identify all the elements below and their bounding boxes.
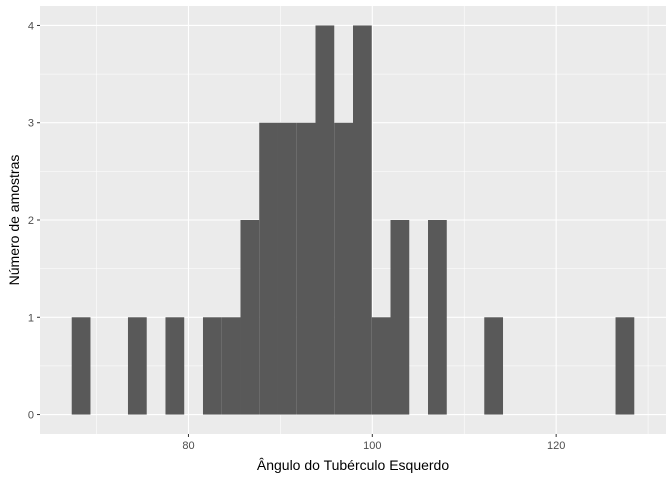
histogram-bar: [277, 122, 297, 415]
x-tick-label: 120: [547, 440, 565, 452]
y-tick-label: 0: [28, 410, 34, 422]
histogram-bar: [315, 25, 335, 415]
x-tick-label: 100: [363, 440, 381, 452]
histogram-bar: [428, 220, 447, 415]
histogram-bar: [127, 317, 147, 415]
x-axis-title: Ângulo do Tubérculo Esquerdo: [257, 457, 449, 473]
histogram-bar: [334, 122, 353, 415]
histogram-bar: [165, 317, 185, 415]
y-tick-label: 1: [28, 312, 34, 324]
y-tick-label: 4: [28, 20, 34, 32]
y-tick-label: 3: [28, 118, 34, 130]
y-tick-label: 2: [28, 215, 34, 227]
histogram-bar: [221, 317, 241, 415]
histogram-bar: [484, 317, 504, 415]
histogram-bar: [390, 220, 410, 415]
histogram-bar: [371, 317, 391, 415]
x-tick-label: 80: [182, 440, 194, 452]
histogram-bars: [71, 25, 635, 415]
histogram-bar: [71, 317, 91, 415]
y-axis: 0 1 2 3 4: [28, 20, 40, 422]
y-axis-title: Número de amostras: [6, 155, 22, 286]
histogram-bar: [240, 220, 260, 415]
histogram-bar: [615, 317, 635, 415]
histogram-bar: [259, 122, 278, 415]
histogram-bar: [202, 317, 222, 415]
histogram-bar: [296, 122, 316, 415]
histogram-bar: [353, 25, 372, 415]
x-axis: 80 100 120: [182, 434, 565, 452]
